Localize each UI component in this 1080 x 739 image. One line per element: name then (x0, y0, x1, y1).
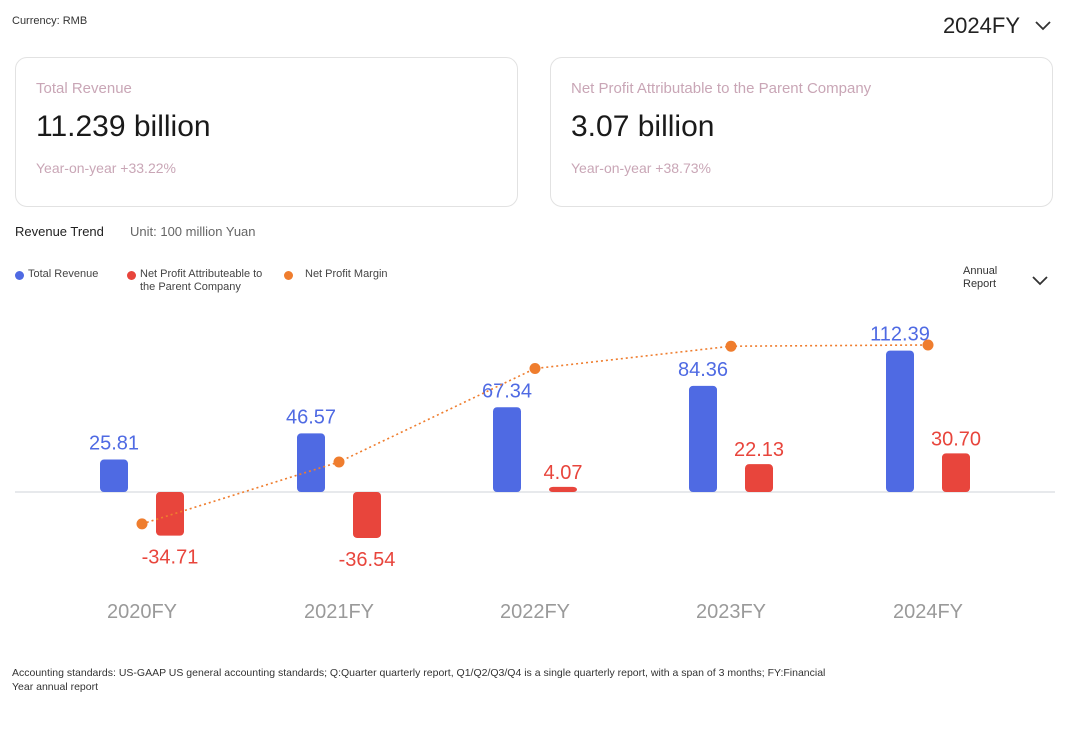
legend-total-revenue[interactable]: Total Revenue (15, 268, 98, 281)
data-label-net-profit: -36.54 (339, 549, 396, 571)
total-revenue-card: Total Revenue 11.239 billion Year-on-yea… (15, 57, 518, 207)
period-selector[interactable]: 2024FY (943, 13, 1052, 39)
trend-title: Revenue Trend (15, 224, 104, 239)
currency-label: Currency: RMB (12, 15, 88, 27)
x-tick-label: 2024FY (893, 601, 963, 623)
report-type-selector[interactable]: Annual Report (963, 265, 998, 290)
x-tick-label: 2022FY (500, 601, 570, 623)
bar-net-profit (156, 492, 184, 536)
point-net-profit-margin (922, 339, 934, 351)
net-profit-card: Net Profit Attributable to the Parent Co… (550, 57, 1053, 207)
bar-net-profit (745, 464, 773, 492)
legend-dot-total-revenue (15, 271, 24, 280)
legend-net-profit-margin[interactable]: Net Profit Margin (284, 268, 388, 281)
data-label-total-revenue: 67.34 (482, 380, 532, 402)
legend-dot-net-profit-margin (284, 271, 293, 280)
x-tick-label: 2020FY (107, 601, 177, 623)
trend-unit: Unit: 100 million Yuan (130, 224, 256, 239)
line-net-profit-margin (141, 344, 929, 525)
bar-total-revenue (886, 350, 914, 492)
data-label-total-revenue: 25.81 (89, 433, 139, 455)
data-label-net-profit: 4.07 (544, 462, 583, 484)
footnote: Accounting standards: US-GAAP US general… (12, 667, 826, 693)
data-label-total-revenue: 46.57 (286, 406, 336, 428)
point-net-profit-margin (136, 518, 148, 530)
total-revenue-yoy: Year-on-year +33.22% (36, 160, 176, 176)
bar-total-revenue (297, 433, 325, 492)
data-label-net-profit: 22.13 (734, 439, 784, 461)
point-net-profit-margin (725, 340, 737, 352)
point-net-profit-margin (529, 363, 541, 375)
legend-net-profit[interactable]: Net Profit Attributeable to the Parent C… (127, 268, 280, 294)
bar-net-profit (942, 453, 970, 492)
chevron-down-icon[interactable] (1031, 275, 1049, 287)
data-label-net-profit: 30.70 (931, 428, 981, 450)
x-tick-label: 2021FY (304, 601, 374, 623)
bar-total-revenue (100, 459, 128, 492)
legend-dot-net-profit (127, 271, 136, 280)
period-value: 2024FY (942, 13, 1020, 38)
data-label-total-revenue: 84.36 (678, 359, 728, 381)
x-tick-label: 2023FY (696, 601, 766, 623)
total-revenue-value: 11.239 billion (36, 110, 211, 143)
net-profit-value: 3.07 billion (571, 110, 715, 143)
legend-label-net-profit: Net Profit Attributeable to the Parent C… (140, 268, 263, 293)
chevron-down-icon (1035, 21, 1051, 31)
point-net-profit-margin (333, 456, 345, 468)
bar-total-revenue (493, 407, 521, 492)
data-label-net-profit: -34.71 (142, 547, 199, 569)
revenue-trend-chart: 25.81 -34.71 2020FY 46.57 -36.54 2021FY 67.34 4… (15, 324, 1055, 623)
bar-total-revenue (689, 385, 717, 492)
bar-net-profit (549, 486, 577, 492)
bar-net-profit (353, 492, 381, 538)
net-profit-label: Net Profit Attributable to the Parent Co… (571, 80, 872, 97)
legend-label-total-revenue: Total Revenue (28, 268, 99, 280)
data-label-total-revenue: 112.39 (870, 324, 930, 346)
net-profit-yoy: Year-on-year +38.73% (571, 160, 711, 176)
legend-label-net-profit-margin: Net Profit Margin (305, 268, 388, 280)
total-revenue-label: Total Revenue (36, 80, 132, 97)
